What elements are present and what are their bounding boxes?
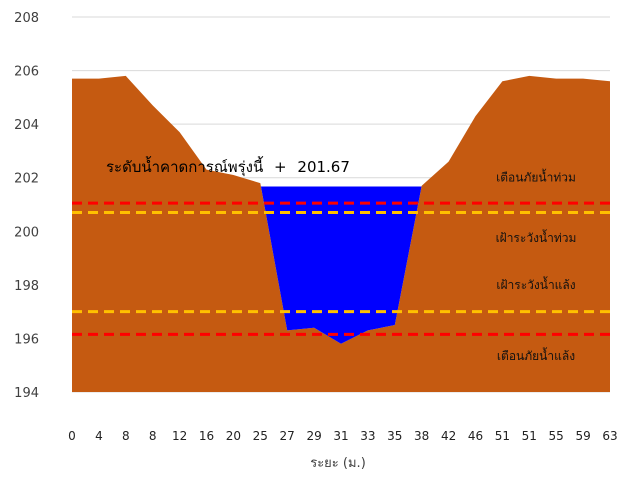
y-tick-label: 202	[14, 172, 39, 187]
x-tick-label: 51	[495, 429, 510, 443]
x-tick-label: 33	[360, 429, 375, 443]
x-tick-label: 55	[549, 429, 564, 443]
x-tick-label: 27	[280, 429, 295, 443]
forecast-label-text: ระดับน้ำคาดการณ์พรุ่งนี้	[106, 156, 264, 177]
x-tick-label: 31	[333, 429, 348, 443]
x-tick-label: 20	[226, 429, 241, 443]
x-tick-label: 51	[522, 429, 537, 443]
x-tick-label: 63	[602, 429, 617, 443]
water-area-layer	[260, 186, 422, 344]
threshold-label-3: เฝ้าระวังน้ำแล้ง	[496, 276, 575, 292]
x-tick-label: 12	[172, 429, 187, 443]
y-tick-label: 206	[14, 65, 39, 80]
x-tick-label: 35	[387, 429, 402, 443]
y-tick-label: 204	[14, 118, 39, 133]
threshold-label-2: เฝ้าระวังน้ำท่วม	[496, 229, 577, 245]
x-tick-label: 4	[95, 429, 103, 443]
threshold-label-1: เตือนภัยน้ำท่วม	[496, 169, 576, 185]
water-area	[260, 186, 422, 344]
x-tick-label: 25	[253, 429, 268, 443]
x-tick-label: 29	[306, 429, 321, 443]
threshold-label-4: เตือนภัยน้ำแล้ง	[497, 347, 575, 363]
x-tick-label: 59	[575, 429, 590, 443]
x-tick-label: 8	[122, 429, 130, 443]
y-tick-label: 198	[14, 279, 39, 294]
x-tick-label: 8	[149, 429, 157, 443]
y-axis-ticks: 194 196 198 200 202 204 206 208	[14, 11, 39, 401]
y-tick-label: 194	[14, 386, 39, 401]
forecast-value: 201.67	[297, 158, 350, 176]
y-tick-label: 208	[14, 11, 39, 26]
annotations: ระดับน้ำคาดการณ์พรุ่งนี้ + 201.67 เตือนภ…	[106, 156, 576, 363]
x-tick-label: 38	[414, 429, 429, 443]
x-tick-label: 46	[468, 429, 483, 443]
forecast-label: ระดับน้ำคาดการณ์พรุ่งนี้ + 201.67	[106, 156, 350, 177]
x-tick-label: 42	[441, 429, 456, 443]
threshold-lines	[72, 201, 610, 336]
x-axis-ticks: 0 4 8 8 12 16 20 25 27 29 31 33 35 38 42 46 51 51 55 59 63	[68, 429, 617, 443]
x-tick-label: 0	[68, 429, 76, 443]
y-tick-label: 200	[14, 225, 39, 240]
y-tick-label: 196	[14, 332, 39, 347]
x-axis-label: ระยะ (ม.)	[310, 456, 366, 471]
forecast-separator: +	[274, 158, 287, 176]
x-tick-label: 16	[199, 429, 214, 443]
